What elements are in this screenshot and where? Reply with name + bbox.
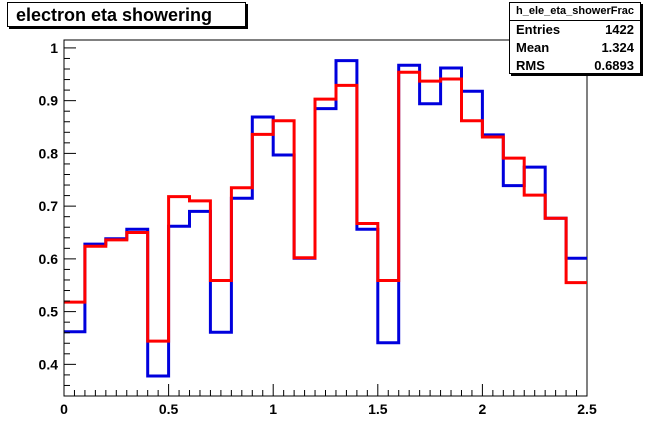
x-tick-label: 1.5	[368, 401, 388, 417]
y-tick-label: 0.5	[39, 304, 59, 320]
y-tick-label: 0.7	[39, 198, 59, 214]
stats-value: 1422	[605, 22, 634, 37]
series-1-line	[64, 70, 587, 343]
x-tick-label: 0	[60, 401, 68, 417]
x-tick-label: 0.5	[159, 401, 179, 417]
y-tick-label: 0.6	[39, 251, 59, 267]
stats-row-rms: RMS 0.6893	[510, 57, 640, 75]
stats-value: 1.324	[601, 40, 634, 55]
stats-row-entries: Entries 1422	[510, 21, 640, 39]
y-tick-label: 0.8	[39, 145, 59, 161]
x-tick-label: 1	[269, 401, 277, 417]
series-layer	[64, 59, 587, 378]
chart-title-text: electron eta showering	[16, 5, 213, 25]
stats-label: Entries	[516, 22, 561, 37]
plot-frame	[63, 39, 588, 397]
stats-label: Mean	[516, 40, 550, 55]
x-tick-label: 2	[479, 401, 487, 417]
y-tick-label: 0.9	[39, 93, 59, 109]
stats-box: h_ele_eta_showerFrac Entries 1422 Mean 1…	[509, 2, 641, 74]
series-0-line	[64, 59, 587, 378]
axis-layer: 0 0.5 1 1.5 2 2.5 0.4 0.5 0.6 0.7 0.8 0.9 1	[39, 40, 597, 417]
x-tick-label: 2.5	[577, 401, 597, 417]
stats-row-mean: Mean 1.324	[510, 39, 640, 57]
chart-title: electron eta showering	[7, 2, 246, 27]
y-tick-label: 1	[50, 40, 58, 56]
stats-label: RMS	[516, 58, 545, 73]
stats-value: 0.6893	[594, 58, 634, 73]
y-tick-label: 0.4	[39, 356, 59, 372]
stats-histogram-name: h_ele_eta_showerFrac	[510, 3, 640, 21]
